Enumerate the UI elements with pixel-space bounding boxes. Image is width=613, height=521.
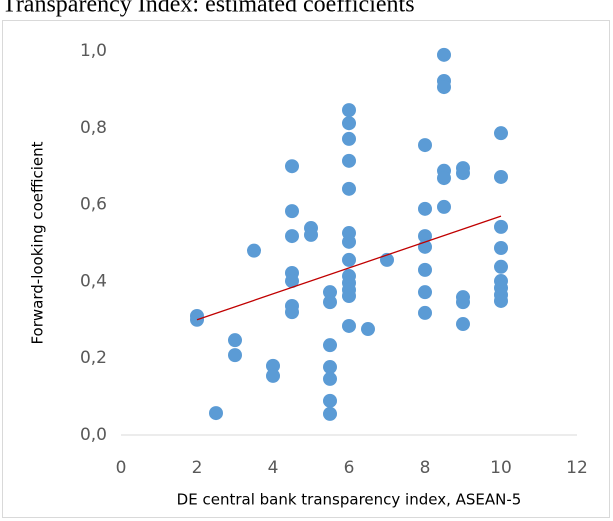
point [323, 285, 337, 300]
x-tick-label: 0 [116, 458, 127, 478]
point [494, 240, 508, 255]
point [494, 219, 508, 234]
y-tick-label: 0,2 [80, 348, 107, 368]
point [456, 166, 470, 181]
point [342, 103, 356, 118]
point [285, 159, 299, 174]
point [342, 252, 356, 267]
point [418, 305, 432, 320]
point [323, 406, 337, 421]
x-tick-label: 8 [420, 458, 431, 478]
y-tick-label: 0,4 [80, 271, 107, 291]
point [285, 274, 299, 289]
point [494, 293, 508, 308]
point [342, 153, 356, 168]
point [323, 295, 337, 310]
point [437, 80, 451, 95]
x-tick-label: 12 [566, 458, 588, 478]
x-tick-label: 6 [344, 458, 355, 478]
point [342, 288, 356, 303]
y-tick-label: 0,8 [80, 118, 107, 138]
point [266, 358, 280, 373]
y-tick-label: 1,0 [80, 41, 107, 61]
point [418, 285, 432, 300]
point [228, 348, 242, 363]
point [323, 393, 337, 408]
y-tick-label: 0,6 [80, 195, 107, 215]
trendline [196, 215, 502, 321]
point [494, 126, 508, 141]
point [418, 138, 432, 153]
point [285, 204, 299, 219]
y-tick-label: 0,0 [80, 425, 107, 445]
x-tick-label: 2 [192, 458, 203, 478]
point [494, 169, 508, 184]
point [266, 368, 280, 383]
point [418, 262, 432, 277]
point [494, 259, 508, 274]
point [247, 243, 261, 258]
point [209, 406, 223, 421]
point [456, 317, 470, 332]
chart-title: Transparency Index: estimated coefficien… [2, 0, 415, 18]
point [304, 227, 318, 242]
x-tick-label: 10 [490, 458, 512, 478]
point [418, 201, 432, 216]
x-tick-label: 4 [268, 458, 279, 478]
point [342, 234, 356, 249]
point [456, 295, 470, 310]
y-axis-title: Forward-looking coefficient [29, 141, 47, 344]
point [323, 338, 337, 353]
point [342, 131, 356, 146]
point [285, 229, 299, 244]
point [228, 333, 242, 348]
chart-border [2, 20, 610, 518]
point [323, 360, 337, 375]
point [437, 47, 451, 62]
point [361, 322, 375, 337]
x-axis-title: DE central bank transparency index, ASEA… [177, 491, 522, 509]
point [342, 181, 356, 196]
point [437, 171, 451, 186]
point [323, 371, 337, 386]
point [285, 305, 299, 320]
point [342, 116, 356, 131]
point [437, 199, 451, 214]
point [342, 318, 356, 333]
point [418, 229, 432, 244]
